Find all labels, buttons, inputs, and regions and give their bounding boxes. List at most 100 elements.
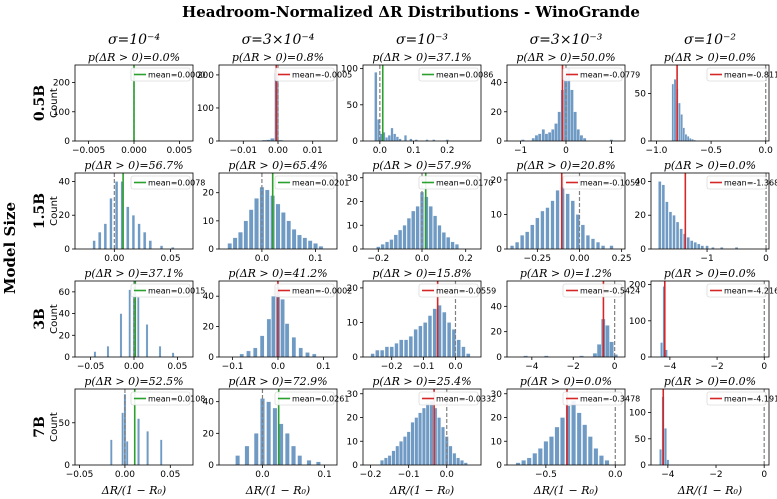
- histogram-bar: [599, 455, 604, 466]
- column-titles: σ=10⁻⁴ σ=3×10⁻⁴ σ=10⁻³ σ=3×10⁻³ σ=10⁻²: [108, 32, 736, 48]
- y-tick-label: 0: [208, 353, 214, 363]
- histogram-bar: [425, 403, 430, 466]
- histogram-bar: [385, 137, 389, 142]
- histogram-bar: [280, 299, 285, 358]
- histogram-panel: p(ΔR > 0)=0.0% −1 0 0 20 40 mean=-1.3683: [635, 159, 777, 264]
- histogram-bar: [244, 445, 250, 466]
- histogram-bar: [398, 229, 403, 250]
- x-tick-label: −2: [567, 362, 580, 372]
- histogram-bar: [248, 209, 254, 250]
- histogram-bar: [128, 289, 131, 358]
- plot-frame: [650, 280, 770, 358]
- histogram-bar: [560, 417, 565, 466]
- histogram-bar: [537, 448, 543, 466]
- x-axis-label: ΔR/(1 − R₀): [533, 484, 598, 497]
- x-tick-label: −4: [663, 362, 677, 372]
- legend-box: [706, 175, 767, 190]
- histogram-bar: [391, 450, 396, 466]
- histogram-bar: [541, 129, 546, 142]
- histogram-bar: [550, 200, 555, 250]
- histogram-bar: [284, 433, 290, 466]
- histogram-bar: [103, 223, 107, 250]
- y-tick-label: 0: [64, 137, 70, 147]
- probability-label: p(ΔR > 0)=0.0%: [88, 51, 180, 64]
- histogram-bar: [137, 418, 140, 466]
- histogram-bar: [316, 461, 321, 466]
- histogram-bar: [418, 412, 422, 466]
- histogram-bar: [387, 135, 391, 142]
- y-tick-label: 0: [208, 137, 214, 147]
- legend-box: [418, 175, 479, 190]
- histogram-bar: [456, 339, 461, 358]
- histogram-panel: p(ΔR > 0)=0.0% −0.005 0.000 0.005 0 100 200 mea…: [53, 51, 206, 156]
- histogram-bar: [442, 311, 447, 358]
- legend-box: [130, 391, 191, 406]
- histogram-bar: [682, 127, 686, 142]
- histogram-bar: [686, 136, 690, 142]
- histogram-bar: [515, 241, 520, 250]
- histogram-bar: [530, 224, 535, 250]
- x-tick-label: 0.05: [160, 470, 180, 480]
- histogram-bar: [418, 325, 423, 358]
- legend-box: [130, 283, 191, 298]
- histogram-panel: p(ΔR > 0)=37.1% −0.05 0.00 0.05 0 20 40 60 mean=…: [59, 267, 206, 372]
- x-tick-label: 0.05: [161, 254, 181, 264]
- y-tick-label: 40: [635, 177, 647, 187]
- y-tick-label: 40: [491, 79, 503, 89]
- y-tick-label: 20: [347, 284, 359, 294]
- histogram-bar: [525, 231, 530, 250]
- histogram-bar: [297, 234, 302, 250]
- histogram-bar: [302, 237, 308, 250]
- x-tick-label: −0.05: [77, 362, 105, 372]
- x-tick-label: −0.1: [413, 362, 435, 372]
- plot-frame: [218, 388, 338, 466]
- y-tick-label: 10: [491, 210, 503, 220]
- histogram-bar: [380, 244, 385, 250]
- y-tick-label: 50: [347, 101, 359, 111]
- histogram-bar: [297, 455, 303, 466]
- y-tick-label: 0: [352, 245, 358, 255]
- probability-label: p(ΔR > 0)=0.0%: [664, 267, 756, 280]
- histogram-bar: [243, 220, 249, 250]
- histogram-bar: [576, 412, 582, 466]
- x-tick-label: 0.00: [104, 254, 124, 264]
- histogram-bar: [543, 441, 549, 466]
- histogram-bar: [380, 349, 385, 358]
- y-tick-label: 100: [629, 317, 646, 327]
- histogram-bar: [232, 237, 238, 250]
- x-tick-label: 0.000: [121, 146, 147, 156]
- y-tick-label: 0: [352, 461, 358, 471]
- probability-label: p(ΔR > 0)=57.9%: [372, 159, 471, 172]
- y-tick-label: 40: [59, 177, 71, 187]
- histogram-bar: [446, 236, 451, 250]
- legend-box: [274, 391, 335, 406]
- x-tick-label: 0.1: [317, 470, 331, 480]
- legend-label: mean=-0.0559: [436, 287, 496, 296]
- legend-box: [418, 67, 479, 82]
- probability-label: p(ΔR > 0)=65.4%: [228, 159, 327, 172]
- y-tick-label: 0: [640, 245, 646, 255]
- histogram-panel: p(ΔR > 0)=0.0% −1.0 −0.5 0.0 0 50 mean=-0.8111: [635, 51, 777, 156]
- y-axis-label: Count: [49, 88, 60, 118]
- histogram-panel: p(ΔR > 0)=0.0% −0.5 0.0 0 10 20 30 mean=-0.3478: [491, 375, 641, 480]
- probability-label: p(ΔR > 0)=0.0%: [664, 159, 756, 172]
- histogram-bar: [545, 207, 550, 250]
- histogram-bar: [520, 235, 525, 250]
- histogram-bar: [534, 134, 539, 142]
- histogram-bar: [460, 460, 464, 466]
- histogram-bar: [374, 72, 378, 142]
- y-tick-label: 0: [64, 461, 70, 471]
- histogram-bar: [414, 417, 419, 466]
- y-tick-label: 10: [203, 217, 215, 227]
- y-tick-label: 20: [203, 323, 215, 333]
- y-tick-label: 10: [347, 221, 359, 231]
- legend-label: mean=0.0261: [292, 395, 349, 404]
- legend-box: [274, 283, 335, 298]
- x-tick-label: −4: [525, 362, 539, 372]
- histogram-panel: p(ΔR > 0)=56.7% 0.00 0.05 0 20 40 mean=0.0078: [59, 159, 206, 264]
- histogram-bar: [393, 234, 398, 250]
- y-tick-label: 100: [53, 108, 70, 118]
- histogram-bar: [125, 441, 129, 466]
- histogram-bar: [281, 212, 286, 250]
- histogram-bar: [660, 342, 663, 358]
